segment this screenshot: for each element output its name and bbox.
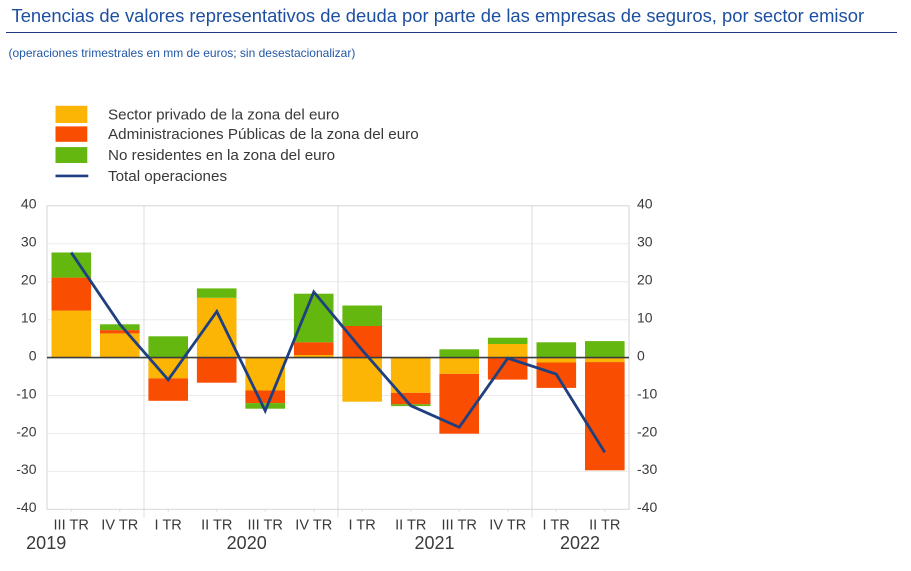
svg-text:II TR: II TR [395, 518, 426, 534]
svg-text:-10: -10 [16, 385, 36, 401]
svg-text:I TR: I TR [155, 518, 182, 534]
svg-text:30: 30 [21, 234, 37, 250]
svg-text:II TR: II TR [589, 518, 620, 534]
svg-text:20: 20 [21, 272, 37, 288]
svg-text:2019: 2019 [26, 533, 66, 553]
svg-text:II TR: II TR [201, 518, 232, 534]
svg-text:I TR: I TR [543, 518, 570, 534]
svg-text:Administraciones Públicas de l: Administraciones Públicas de la zona del… [108, 126, 419, 143]
svg-text:-10: -10 [637, 385, 657, 401]
svg-text:2020: 2020 [227, 533, 267, 553]
svg-text:2021: 2021 [414, 533, 454, 553]
svg-text:2022: 2022 [560, 533, 600, 553]
svg-text:III TR: III TR [441, 518, 476, 534]
svg-text:10: 10 [21, 310, 37, 326]
svg-text:-20: -20 [16, 423, 36, 439]
svg-text:20: 20 [637, 272, 653, 288]
svg-text:-40: -40 [637, 499, 657, 515]
svg-text:I TR: I TR [349, 518, 376, 534]
svg-text:-20: -20 [637, 423, 657, 439]
svg-text:IV TR: IV TR [489, 518, 526, 534]
svg-text:40: 40 [637, 196, 653, 212]
svg-text:-30: -30 [637, 461, 657, 477]
svg-text:Total operaciones: Total operaciones [108, 168, 227, 185]
svg-text:40: 40 [21, 196, 37, 212]
svg-text:-30: -30 [16, 461, 36, 477]
svg-text:0: 0 [637, 347, 645, 363]
svg-text:IV TR: IV TR [101, 518, 138, 534]
svg-text:0: 0 [29, 347, 37, 363]
svg-text:10: 10 [637, 310, 653, 326]
svg-text:Sector privado de la zona del: Sector privado de la zona del euro [108, 106, 339, 123]
svg-text:30: 30 [637, 234, 653, 250]
svg-text:IV TR: IV TR [295, 518, 332, 534]
svg-text:III TR: III TR [247, 518, 282, 534]
svg-text:-40: -40 [16, 499, 36, 515]
svg-text:No residentes en la zona del e: No residentes en la zona del euro [108, 147, 335, 164]
svg-text:III TR: III TR [53, 518, 88, 534]
